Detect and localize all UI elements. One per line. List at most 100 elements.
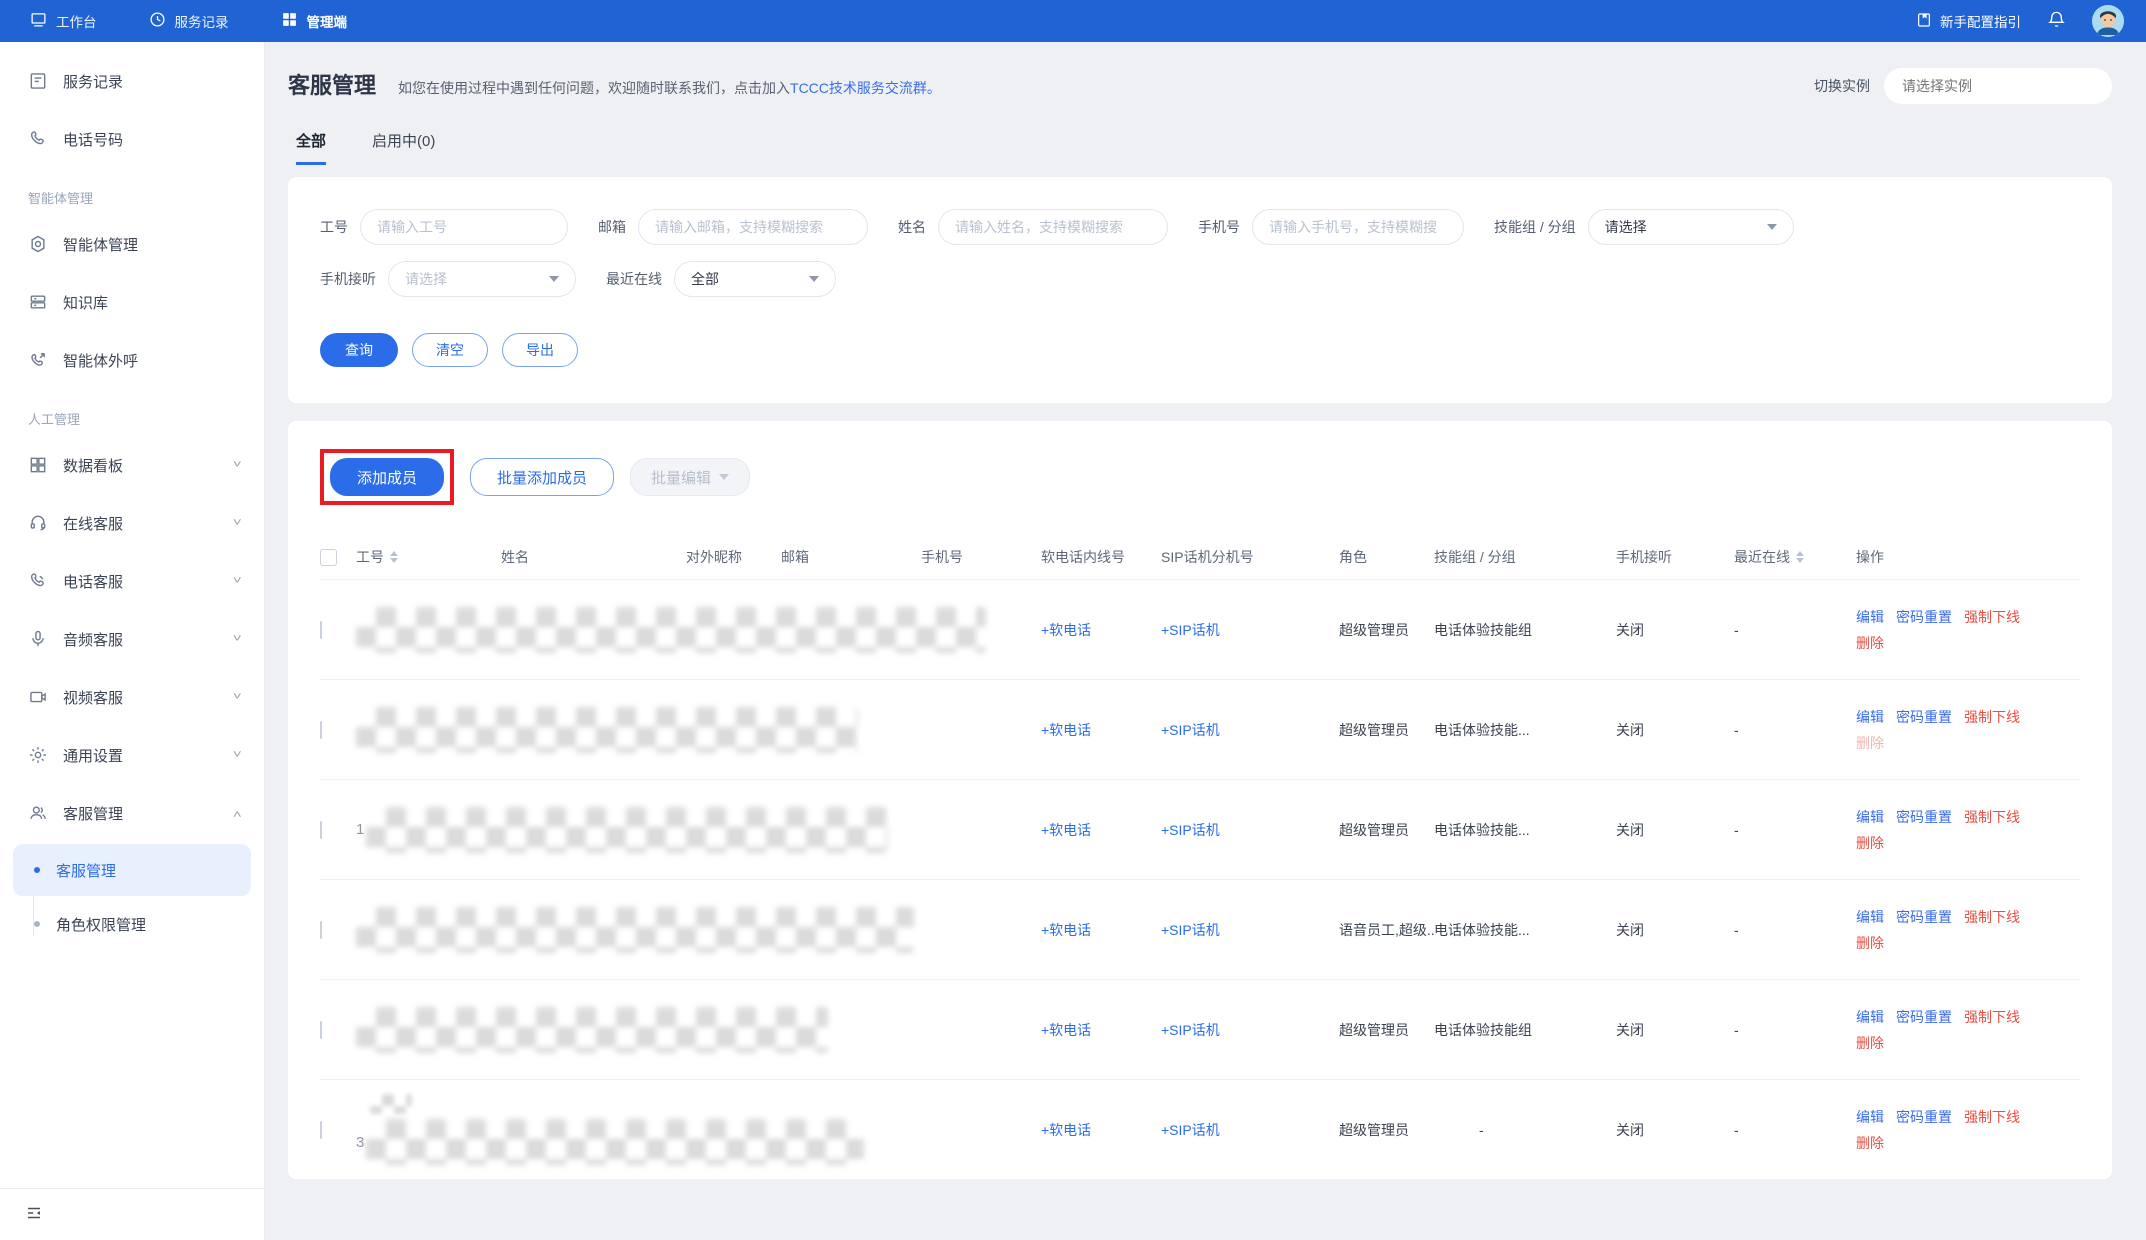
force-offline-link[interactable]: 强制下线	[1964, 808, 2020, 825]
staff-id-input[interactable]	[360, 209, 568, 245]
skill-group-select[interactable]: 请选择	[1587, 209, 1794, 245]
sidebar-subitem-staff-management[interactable]: 客服管理	[13, 844, 251, 896]
topnav: 工作台 服务记录 管理端	[30, 11, 347, 31]
phone-listen-cell: 关闭	[1616, 821, 1644, 838]
delete-link[interactable]: 删除	[1856, 1034, 1884, 1051]
reset-password-link[interactable]: 密码重置	[1896, 908, 1952, 925]
sidebar-item-agent-outbound[interactable]: 智能体外呼	[0, 331, 264, 389]
sort-icon[interactable]	[390, 551, 398, 563]
reset-password-link[interactable]: 密码重置	[1896, 708, 1952, 725]
row-checkbox[interactable]	[320, 1020, 322, 1039]
skill-cell: 电话体验技能...	[1434, 821, 1530, 838]
add-member-button[interactable]: 添加成员	[330, 458, 445, 496]
add-sip-link[interactable]: +SIP话机	[1161, 1021, 1220, 1038]
name-label: 姓名	[898, 219, 926, 235]
add-sip-link[interactable]: +SIP话机	[1161, 821, 1220, 838]
add-sip-link[interactable]: +SIP话机	[1161, 1121, 1220, 1138]
edit-link[interactable]: 编辑	[1856, 1108, 1884, 1125]
tccc-group-link[interactable]: TCCC技术服务交流群。	[790, 80, 941, 96]
force-offline-link[interactable]: 强制下线	[1964, 908, 2020, 925]
add-sip-link[interactable]: +SIP话机	[1161, 721, 1220, 738]
sidebar-item-phone-numbers[interactable]: 电话号码	[0, 110, 264, 168]
edit-link[interactable]: 编辑	[1856, 908, 1884, 925]
user-avatar[interactable]	[2092, 5, 2124, 37]
select-all-checkbox[interactable]	[320, 548, 337, 566]
dropdown-caret-icon	[549, 276, 559, 282]
phone-input[interactable]	[1252, 209, 1464, 245]
tab-enabled[interactable]: 启用中(0)	[372, 133, 436, 150]
sidebar-item-service-records[interactable]: 服务记录	[0, 52, 264, 110]
force-offline-link[interactable]: 强制下线	[1964, 608, 2020, 625]
last-online-cell: -	[1734, 921, 1739, 938]
sort-icon[interactable]	[1796, 551, 1804, 563]
add-softphone-link[interactable]: +软电话	[1041, 821, 1092, 838]
query-button[interactable]: 查询	[320, 333, 398, 367]
email-input[interactable]	[638, 209, 868, 245]
delete-link-disabled: 删除	[1856, 734, 1884, 751]
delete-link[interactable]: 删除	[1856, 1134, 1884, 1151]
newbie-guide-link[interactable]: 新手配置指引	[1916, 11, 2021, 31]
sidebar-item-phone-service[interactable]: 电话客服 ˅	[0, 552, 264, 610]
row-checkbox[interactable]	[320, 620, 322, 639]
tab-all[interactable]: 全部	[296, 130, 327, 165]
reset-password-link[interactable]: 密码重置	[1896, 808, 1952, 825]
delete-link[interactable]: 删除	[1856, 634, 1884, 651]
batch-edit-button[interactable]: 批量编辑	[630, 458, 751, 496]
last-online-select[interactable]: 全部	[674, 261, 836, 297]
sidebar-item-audio-service[interactable]: 音频客服 ˅	[0, 610, 264, 668]
row-checkbox[interactable]	[320, 720, 322, 739]
export-button[interactable]: 导出	[502, 333, 578, 367]
sidebar-item-staff-management[interactable]: 客服管理 ˅	[0, 784, 264, 842]
switch-instance-input[interactable]	[1884, 68, 2112, 104]
phone-listen-label: 手机接听	[320, 271, 376, 287]
edit-link[interactable]: 编辑	[1856, 1008, 1884, 1025]
force-offline-link[interactable]: 强制下线	[1964, 708, 2020, 725]
delete-link[interactable]: 删除	[1856, 834, 1884, 851]
sidebar-item-dashboard[interactable]: 数据看板 ˅	[0, 436, 264, 494]
bell-icon[interactable]	[2047, 10, 2066, 32]
add-softphone-link[interactable]: +软电话	[1041, 1121, 1092, 1138]
redacted-data	[356, 1006, 828, 1053]
sidebar-item-general-settings[interactable]: 通用设置 ˅	[0, 726, 264, 784]
edit-link[interactable]: 编辑	[1856, 808, 1884, 825]
role-cell: 超级管理员	[1339, 721, 1409, 738]
sidebar-subitem-role-permission[interactable]: 角色权限管理	[13, 898, 251, 950]
edit-link[interactable]: 编辑	[1856, 708, 1884, 725]
sidebar-item-video-service[interactable]: 视频客服 ˅	[0, 668, 264, 726]
force-offline-link[interactable]: 强制下线	[1964, 1008, 2020, 1025]
nav-workbench[interactable]: 工作台	[30, 11, 97, 31]
row-checkbox[interactable]	[320, 820, 322, 839]
skill-cell: 电话体验技能...	[1434, 721, 1530, 738]
reset-password-link[interactable]: 密码重置	[1896, 1008, 1952, 1025]
main-content: 客服管理 如您在使用过程中遇到任何问题，欢迎随时联系我们，点击加入TCCC技术服…	[265, 42, 2146, 1240]
nav-admin[interactable]: 管理端	[281, 11, 347, 31]
add-sip-link[interactable]: +SIP话机	[1161, 921, 1220, 938]
add-sip-link[interactable]: +SIP话机	[1161, 621, 1220, 638]
sidebar-item-agent-management[interactable]: 智能体管理	[0, 215, 264, 273]
nav-service-records[interactable]: 服务记录	[149, 11, 229, 31]
force-offline-link[interactable]: 强制下线	[1964, 1108, 2020, 1125]
add-softphone-link[interactable]: +软电话	[1041, 621, 1092, 638]
add-softphone-link[interactable]: +软电话	[1041, 1021, 1092, 1038]
name-input[interactable]	[938, 209, 1168, 245]
reset-password-link[interactable]: 密码重置	[1896, 608, 1952, 625]
reset-password-link[interactable]: 密码重置	[1896, 1108, 1952, 1125]
collapse-sidebar-icon[interactable]	[25, 1204, 43, 1225]
batch-add-member-button[interactable]: 批量添加成员	[470, 458, 615, 496]
actions-cell: 编辑 密码重置 强制下线 删除	[1856, 704, 2080, 756]
phone-listen-select[interactable]: 请选择	[388, 261, 576, 297]
clear-button[interactable]: 清空	[412, 333, 488, 367]
add-softphone-link[interactable]: +软电话	[1041, 921, 1092, 938]
sidebar-item-knowledge-base[interactable]: 知识库	[0, 273, 264, 331]
sidebar-item-label: 电话客服	[63, 573, 124, 591]
edit-link[interactable]: 编辑	[1856, 608, 1884, 625]
sidebar-item-label: 视频客服	[63, 689, 124, 707]
row-checkbox[interactable]	[320, 920, 322, 939]
tab-bar: 全部 启用中(0)	[288, 130, 2112, 165]
sidebar-item-online-service[interactable]: 在线客服 ˅	[0, 494, 264, 552]
add-softphone-link[interactable]: +软电话	[1041, 721, 1092, 738]
delete-link[interactable]: 删除	[1856, 934, 1884, 951]
mic-icon	[28, 629, 48, 649]
phone-label: 手机号	[1198, 219, 1240, 235]
row-checkbox[interactable]	[320, 1120, 322, 1139]
